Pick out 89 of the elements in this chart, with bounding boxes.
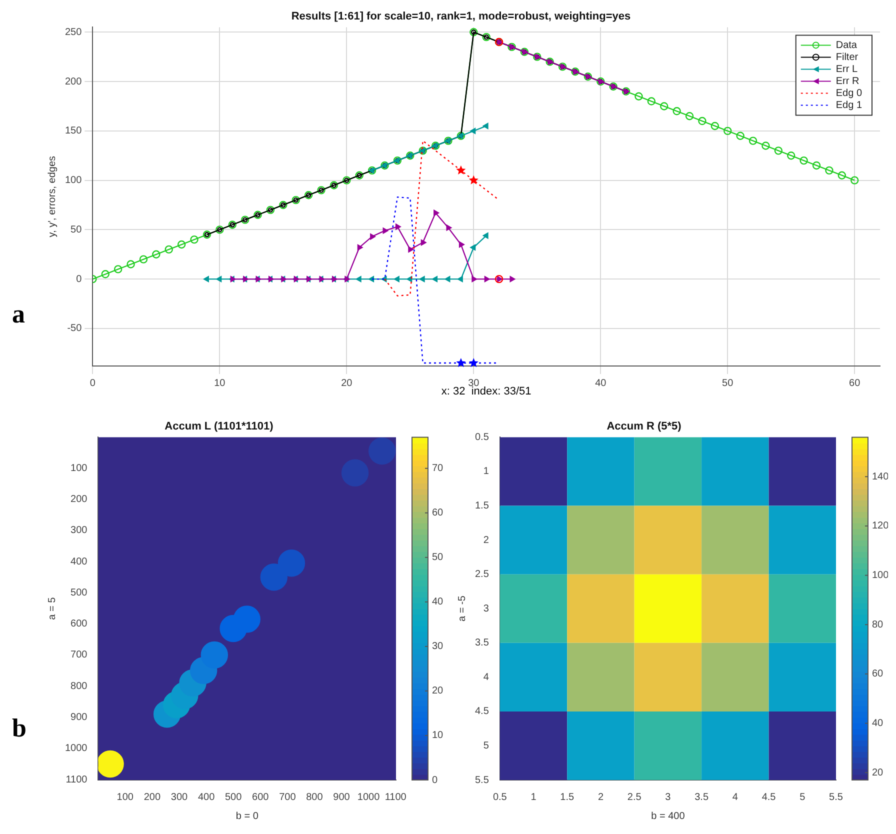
x-tick-label: 60 xyxy=(849,378,861,389)
x-tick-label: 800 xyxy=(306,792,324,803)
x-tick-label: 50 xyxy=(722,378,734,389)
x-tick-label: 600 xyxy=(252,792,270,803)
color-bar-label: 50 xyxy=(432,552,444,564)
y-tick-label: 600 xyxy=(70,618,88,630)
y-tick-label: 5 xyxy=(483,740,490,752)
y-tick-label: 1.5 xyxy=(474,500,490,512)
color-bar-label: 100 xyxy=(872,570,890,582)
y-tick-label: 0.5 xyxy=(474,432,490,443)
color-bar-label: 70 xyxy=(432,463,444,474)
y-tick-label: 100 xyxy=(64,175,82,186)
x-tick-label: 5 xyxy=(800,792,806,803)
y-tick-label: 800 xyxy=(70,680,88,692)
legend-label: Filter xyxy=(836,52,859,63)
x-tick-label: 1.5 xyxy=(560,792,575,803)
color-bar-label: 30 xyxy=(432,641,444,652)
x-tick-label: 0.5 xyxy=(492,792,508,803)
legend-label: Edg 0 xyxy=(836,88,862,99)
y-tick-label: 400 xyxy=(70,556,88,568)
color-bar-label: 20 xyxy=(432,686,444,697)
y-tick-label: 0 xyxy=(76,274,82,285)
y-tick-label: 3 xyxy=(483,603,490,614)
y-tick-label: 250 xyxy=(64,26,82,38)
x-tick-label: 0 xyxy=(90,378,96,389)
x-tick-label: 3 xyxy=(665,792,672,803)
y-tick-label: 3.5 xyxy=(474,638,490,649)
color-bar-label: 10 xyxy=(432,730,444,742)
y-tick-label: 100 xyxy=(70,462,88,474)
x-tick-label: 2.5 xyxy=(627,792,642,803)
y-tick-label: 200 xyxy=(64,76,82,88)
x-tick-label: 900 xyxy=(333,792,350,803)
text: a xyxy=(12,300,25,329)
legend-label: Edg 1 xyxy=(836,100,862,111)
y-tick-label: 1 xyxy=(483,466,490,478)
x-tick-label: 20 xyxy=(341,378,353,389)
y-tick-label: 5.5 xyxy=(474,774,490,786)
color-bar-label: 60 xyxy=(432,508,444,519)
y-tick-label: 4 xyxy=(483,672,490,683)
x-tick-label: 200 xyxy=(144,792,161,803)
y-tick-label: 2.5 xyxy=(474,569,490,580)
y-tick-label: 1100 xyxy=(66,774,88,786)
chart-title: Results [1:61] for scale=10, rank=1, mode=robust, weighting=yes xyxy=(291,10,631,23)
chart-title: Accum R (5*5) xyxy=(606,420,682,433)
x-axis-title: b = 0 xyxy=(236,810,259,822)
x-tick-label: 2 xyxy=(598,792,604,803)
y-tick-label: 700 xyxy=(70,650,88,661)
y-tick-label: 4.5 xyxy=(474,706,490,718)
x-tick-label: 3.5 xyxy=(694,792,709,803)
color-bar-label: 0 xyxy=(432,774,438,786)
y-tick-label: 900 xyxy=(70,712,88,724)
x-tick-label: 1000 xyxy=(357,792,380,803)
y-axis-title: a = 5 xyxy=(46,596,58,620)
x-tick-label: 1100 xyxy=(384,792,407,803)
x-tick-label: 1 xyxy=(530,792,537,803)
text: x: 32 index: 33/51 xyxy=(441,386,532,398)
legend-label: Err L xyxy=(836,64,858,75)
legend-label: Data xyxy=(836,40,858,51)
x-tick-label: 500 xyxy=(224,792,242,803)
y-tick-label: 1000 xyxy=(64,743,88,754)
chart-title: Accum L (1101*1101) xyxy=(164,420,274,433)
y-tick-label: 150 xyxy=(64,126,82,137)
x-tick-label: 300 xyxy=(170,792,188,803)
y-tick-label: 500 xyxy=(70,587,88,598)
color-bar-label: 20 xyxy=(872,767,884,778)
legend-label: Err R xyxy=(836,76,860,87)
y-tick-label: -50 xyxy=(67,323,82,334)
y-tick-label: 2 xyxy=(483,534,490,546)
color-bar-label: 60 xyxy=(872,668,884,680)
color-bar-label: 140 xyxy=(872,471,890,482)
color-bar-label: 120 xyxy=(872,520,890,532)
text: b xyxy=(12,714,26,743)
x-tick-label: 4.5 xyxy=(762,792,776,803)
color-bar-label: 40 xyxy=(432,596,444,608)
y-tick-label: 200 xyxy=(70,494,88,506)
x-axis-title: b = 400 xyxy=(651,810,686,822)
x-tick-label: 400 xyxy=(198,792,216,803)
x-tick-label: 700 xyxy=(279,792,296,803)
x-tick-label: 4 xyxy=(732,792,738,803)
y-tick-label: 50 xyxy=(70,224,82,236)
y-axis-title: y, y', errors, edges xyxy=(46,156,58,238)
y-tick-label: 300 xyxy=(70,525,88,536)
x-tick-label: 100 xyxy=(116,792,134,803)
x-tick-label: 10 xyxy=(214,378,226,389)
color-bar-label: 40 xyxy=(872,718,884,730)
color-bar-label: 80 xyxy=(872,619,884,630)
y-axis-title: a = -5 xyxy=(456,595,468,622)
x-tick-label: 40 xyxy=(595,378,607,389)
x-tick-label: 5.5 xyxy=(829,792,844,803)
